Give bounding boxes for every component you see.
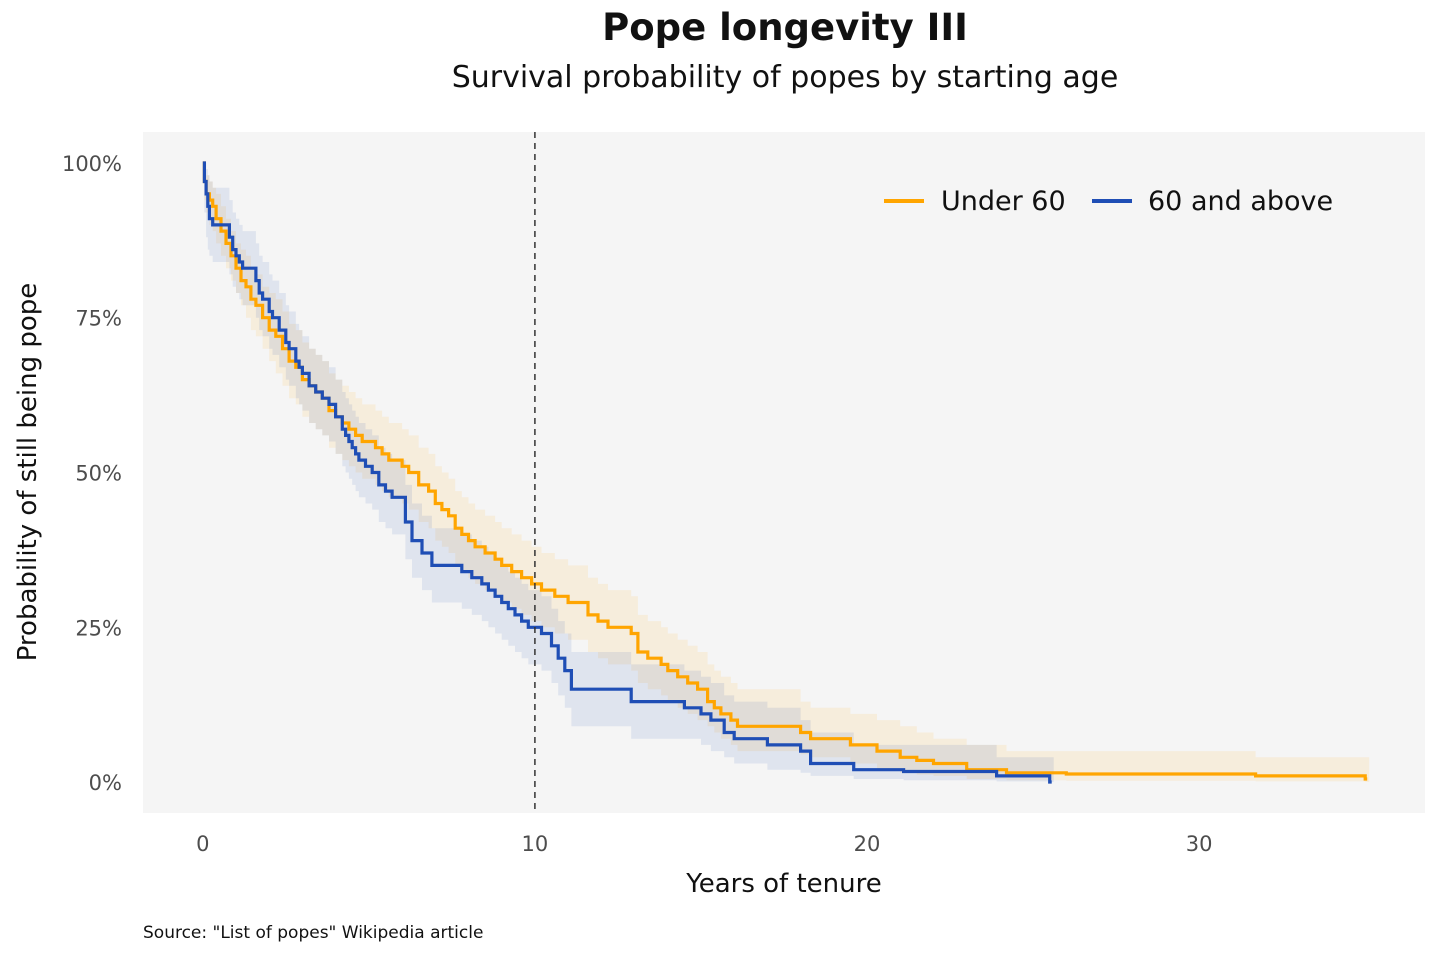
legend-label-60-and-above: 60 and above (1148, 186, 1333, 217)
y-tick-label-0pct: 0% (89, 771, 122, 795)
x-tick-label-20: 20 (854, 832, 881, 856)
legend-label-under-60: Under 60 (941, 186, 1066, 217)
survival-line-under-60 (202, 161, 1368, 781)
y-axis-title: Probability of still being pope (13, 283, 43, 662)
x-axis-title: Years of tenure (685, 869, 881, 899)
chart-title: Pope longevity III (602, 6, 968, 49)
survival-curves (202, 161, 1368, 784)
x-tick-label-0: 0 (196, 832, 209, 856)
plot-panel (143, 132, 1425, 813)
y-tick-label-100pct: 100% (62, 152, 122, 176)
y-tick-label-25pct: 25% (75, 616, 122, 640)
y-tick-label-75pct: 75% (75, 307, 122, 331)
survival-line-60-and-above (202, 161, 1052, 784)
y-axis-ticks: 0% 25% 50% 75% 100% (62, 152, 122, 795)
x-tick-label-10: 10 (522, 832, 549, 856)
source-caption: Source: "List of popes" Wikipedia articl… (143, 923, 484, 943)
ci-band-under-60 (202, 163, 1370, 782)
legend: Under 60 60 and above (884, 186, 1333, 217)
y-tick-label-50pct: 50% (75, 462, 122, 486)
x-axis-ticks: 0 10 20 30 (196, 832, 1212, 856)
chart-subtitle: Survival probability of popes by startin… (451, 60, 1119, 95)
x-tick-label-30: 30 (1186, 832, 1213, 856)
